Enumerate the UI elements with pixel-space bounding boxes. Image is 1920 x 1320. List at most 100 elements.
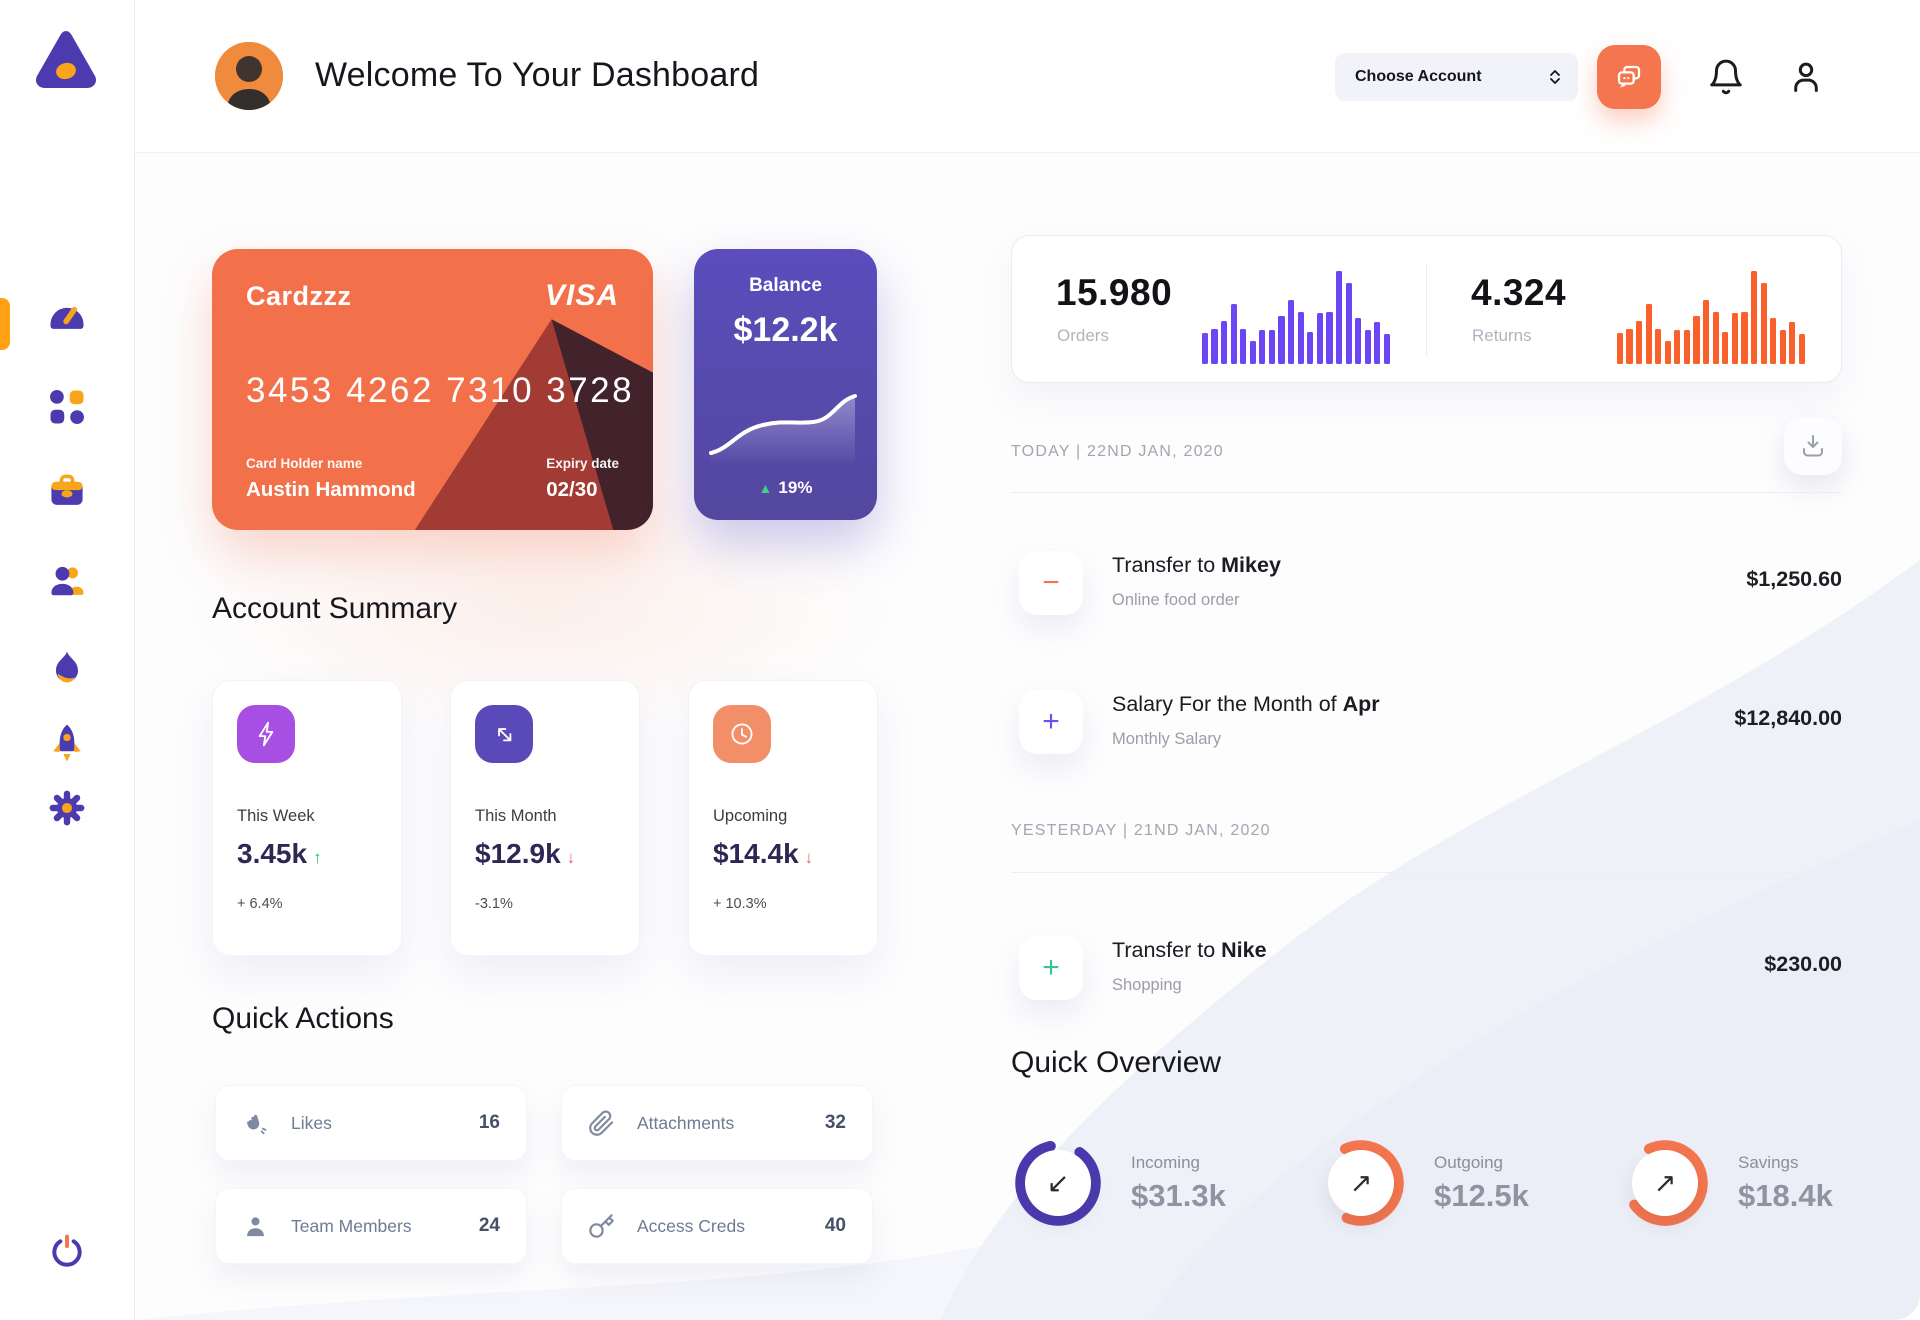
- sidebar: [0, 0, 135, 1320]
- logout-button power-icon[interactable]: [47, 1234, 87, 1274]
- visa-logo: VISA: [544, 279, 619, 312]
- sidebar-item-work briefcase-icon[interactable]: [43, 468, 91, 516]
- chevron-up-down-icon: [1550, 70, 1560, 84]
- overview-value: $18.4k: [1738, 1177, 1833, 1213]
- summary-delta: -3.1%: [475, 896, 513, 912]
- quick-action-likes[interactable]: Likes 16: [215, 1085, 527, 1161]
- app-logo triangle-logo[interactable]: [31, 28, 101, 94]
- quick-action-access-creds[interactable]: Access Creds 40: [561, 1188, 873, 1264]
- transaction-amount: $230.00: [1764, 952, 1842, 976]
- transaction-title: Salary For the Month of Apr: [1112, 692, 1380, 716]
- summary-label: This Month: [475, 807, 557, 825]
- balance-title: Balance: [749, 275, 822, 296]
- transaction-row-mikey[interactable]: − Transfer to Mikey Online food order $1…: [1011, 551, 1842, 621]
- balance-amount: $12.2k: [733, 311, 838, 349]
- sidebar-active-indicator: [0, 298, 10, 350]
- account-select[interactable]: Choose Account: [1335, 53, 1578, 101]
- summary-delta: + 10.3%: [713, 896, 767, 912]
- overview-outgoing: ↗ Outgoing $12.5k: [1314, 1133, 1604, 1233]
- quick-action-count: 24: [478, 1215, 500, 1236]
- arrow-up-right-icon: ↗: [1632, 1150, 1698, 1216]
- transaction-title: Transfer to Nike: [1112, 938, 1267, 962]
- trend-arrow-icon: ↓: [804, 848, 814, 867]
- returns-value: 4.324: [1471, 272, 1567, 313]
- summary-card-upcoming: Upcoming $14.4k ↓ + 10.3%: [688, 680, 878, 956]
- arrow-down-left-icon: ↙: [1025, 1150, 1091, 1216]
- quick-action-team-members[interactable]: Team Members 24: [215, 1188, 527, 1264]
- quick-action-attachments[interactable]: Attachments 32: [561, 1085, 873, 1161]
- summary-label: This Week: [237, 807, 315, 825]
- sidebar-item-team users-icon[interactable]: [43, 558, 91, 606]
- arrow-up-icon: ▲: [758, 480, 773, 496]
- sidebar-item-launch rocket-icon[interactable]: [43, 719, 91, 767]
- diagonal-arrows-icon: [475, 705, 533, 763]
- card-holder-block: Card Holder name Austin Hammond: [246, 456, 416, 502]
- overview-text: Savings $18.4k: [1738, 1153, 1833, 1214]
- key-icon: [589, 1213, 614, 1238]
- summary-value: $12.9k ↓: [475, 838, 576, 869]
- quick-actions-title: Quick Actions: [212, 1002, 394, 1035]
- savings-ring-chart: ↗: [1618, 1136, 1712, 1230]
- transactions-date-yesterday: YESTERDAY | 21ND JAN, 2020: [1011, 822, 1271, 839]
- summary-delta: + 6.4%: [237, 896, 283, 912]
- orders-stat: 15.980 Orders: [1012, 236, 1426, 382]
- header: Welcome To Your Dashboard Choose Account: [135, 0, 1920, 153]
- arrow-up-right-icon: ↗: [1328, 1150, 1394, 1216]
- transactions-date-today: TODAY | 22ND JAN, 2020: [1011, 443, 1224, 460]
- sidebar-item-settings gear-icon[interactable]: [43, 784, 91, 832]
- quick-action-count: 40: [824, 1215, 846, 1236]
- balance-card: Balance $12.2k ▲ 19%: [694, 249, 877, 520]
- transaction-row-nike[interactable]: + Transfer to Nike Shopping $230.00: [1011, 936, 1842, 1006]
- trend-arrow-icon: ↑: [313, 848, 322, 867]
- summary-value: $14.4k ↓: [713, 838, 814, 869]
- quick-action-count: 32: [824, 1112, 846, 1133]
- person-icon: [247, 1216, 264, 1236]
- clap-icon: [247, 1114, 267, 1134]
- user-avatar[interactable]: [215, 42, 283, 110]
- incoming-ring-chart: ↙: [1011, 1136, 1105, 1230]
- transaction-subtitle: Shopping: [1112, 976, 1182, 994]
- paperclip-icon: [589, 1110, 614, 1136]
- plus-icon: +: [1019, 936, 1083, 1000]
- sidebar-item-dashboard speedometer-icon[interactable]: [43, 292, 91, 340]
- quick-action-label: Attachments: [637, 1112, 735, 1133]
- overview-incoming: ↙ Incoming $31.3k: [1011, 1133, 1301, 1233]
- balance-sparkline: [709, 394, 857, 465]
- transaction-row-salary[interactable]: + Salary For the Month of Apr Monthly Sa…: [1011, 690, 1842, 760]
- card-holder-label: Card Holder name: [246, 456, 363, 471]
- notifications-button bell-icon[interactable]: [1707, 58, 1745, 96]
- quick-action-label: Access Creds: [637, 1215, 745, 1236]
- quick-action-label: Likes: [291, 1112, 332, 1133]
- profile-button user-icon[interactable]: [1787, 58, 1825, 96]
- summary-card-this-month: This Month $12.9k ↓ -3.1%: [450, 680, 640, 956]
- account-summary-title: Account Summary: [212, 592, 458, 625]
- card-expiry-label: Expiry date: [546, 456, 619, 471]
- clock-icon: [713, 705, 771, 763]
- download-button download-icon[interactable]: [1784, 417, 1842, 475]
- overview-label: Outgoing: [1434, 1152, 1503, 1172]
- stats-divider: [1426, 264, 1427, 356]
- chat-button chat-bubbles-icon[interactable]: [1597, 45, 1661, 109]
- quick-overview-title: Quick Overview: [1011, 1046, 1222, 1079]
- orders-returns-card: 15.980 Orders 4.324 Returns: [1011, 235, 1842, 383]
- sidebar-item-apps grid-icon[interactable]: [43, 383, 91, 431]
- sidebar-item-trending flame-icon[interactable]: [43, 645, 91, 693]
- orders-bar-chart: [1201, 268, 1390, 364]
- outgoing-ring-chart: ↗: [1314, 1136, 1408, 1230]
- overview-label: Incoming: [1131, 1152, 1200, 1172]
- returns-bar-chart: [1616, 268, 1805, 364]
- transaction-amount: $12,840.00: [1734, 706, 1842, 730]
- overview-text: Incoming $31.3k: [1131, 1153, 1226, 1214]
- overview-label: Savings: [1738, 1152, 1799, 1172]
- overview-text: Outgoing $12.5k: [1434, 1153, 1529, 1214]
- summary-value: 3.45k ↑: [237, 838, 322, 869]
- balance-change: ▲ 19%: [694, 478, 877, 498]
- divider: [1011, 872, 1842, 873]
- minus-icon: −: [1019, 551, 1083, 615]
- lightning-icon: [237, 705, 295, 763]
- summary-card-this-week: This Week 3.45k ↑ + 6.4%: [212, 680, 402, 956]
- quick-action-label: Team Members: [291, 1215, 412, 1236]
- card-holder-name: Austin Hammond: [246, 478, 416, 501]
- transactions-section: TODAY | 22ND JAN, 2020 − Transfer to Mik…: [1011, 0, 1842, 1320]
